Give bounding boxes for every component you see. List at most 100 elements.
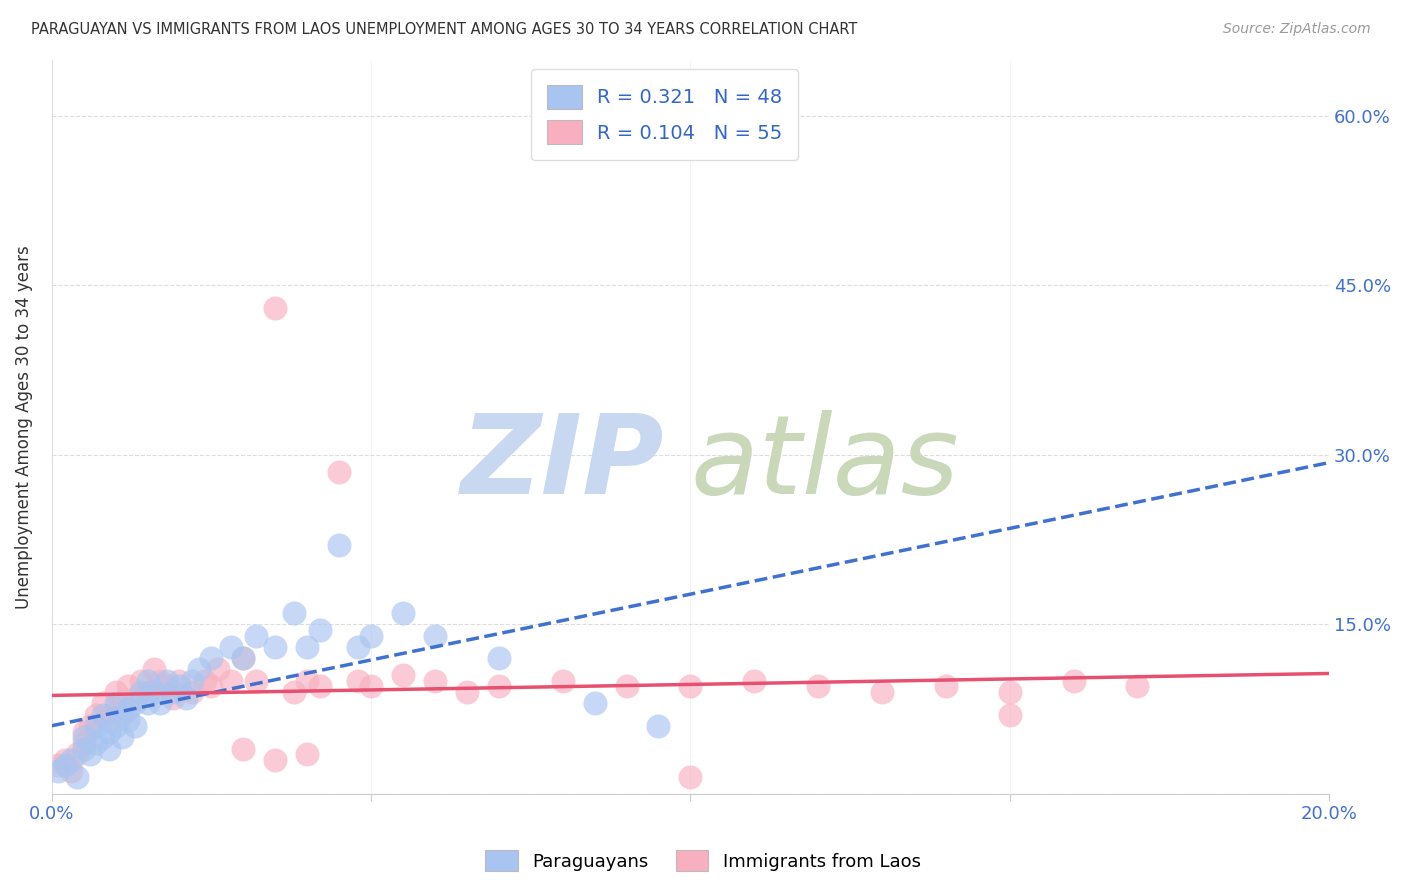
Point [647,719,669,733]
Point [136,673,159,688]
Point [392,606,415,620]
Point [124,696,146,710]
Point [245,629,267,643]
Legend: R = 0.321   N = 48, R = 0.104   N = 55: R = 0.321 N = 48, R = 0.104 N = 55 [531,70,799,160]
Point [232,651,254,665]
Point [111,730,134,744]
Point [117,679,139,693]
Point [187,663,209,677]
Point [98,724,121,739]
Point [295,673,318,688]
Point [129,685,152,699]
Point [73,724,96,739]
Point [309,623,332,637]
Point [1063,673,1085,688]
Point [136,685,159,699]
Text: atlas: atlas [690,409,959,516]
Point [124,719,146,733]
Text: Source: ZipAtlas.com: Source: ZipAtlas.com [1223,22,1371,37]
Point [488,651,510,665]
Point [219,673,242,688]
Point [551,673,574,688]
Point [679,770,702,784]
Text: ZIP: ZIP [461,409,665,516]
Point [245,673,267,688]
Point [423,673,446,688]
Point [870,685,893,699]
Text: PARAGUAYAN VS IMMIGRANTS FROM LAOS UNEMPLOYMENT AMONG AGES 30 TO 34 YEARS CORREL: PARAGUAYAN VS IMMIGRANTS FROM LAOS UNEMP… [31,22,858,37]
Point [200,679,222,693]
Point [156,679,179,693]
Point [583,696,606,710]
Point [98,741,121,756]
Point [232,741,254,756]
Point [347,640,370,654]
Point [423,629,446,643]
Point [98,713,121,727]
Point [200,651,222,665]
Point [91,730,114,744]
Point [149,696,172,710]
Point [232,651,254,665]
Point [129,673,152,688]
Point [111,696,134,710]
Point [79,719,101,733]
Point [998,685,1021,699]
Point [283,685,305,699]
Point [86,736,108,750]
Point [935,679,957,693]
Point [79,747,101,761]
Point [73,730,96,744]
Legend: Paraguayans, Immigrants from Laos: Paraguayans, Immigrants from Laos [478,843,928,879]
Point [1126,679,1149,693]
Point [104,696,127,710]
Point [91,696,114,710]
Point [295,747,318,761]
Point [91,707,114,722]
Point [807,679,830,693]
Point [742,673,765,688]
Point [169,673,191,688]
Point [488,679,510,693]
Point [136,696,159,710]
Point [59,764,82,778]
Point [53,753,76,767]
Point [142,685,165,699]
Point [392,668,415,682]
Point [124,690,146,705]
Point [73,736,96,750]
Point [66,770,89,784]
Point [104,685,127,699]
Point [616,679,638,693]
Point [264,640,287,654]
Point [998,707,1021,722]
Point [181,673,204,688]
Point [309,679,332,693]
Point [679,679,702,693]
Point [73,741,96,756]
Point [181,685,204,699]
Point [328,465,350,479]
Point [117,702,139,716]
Point [86,719,108,733]
Point [46,764,69,778]
Point [360,679,382,693]
Point [59,753,82,767]
Point [219,640,242,654]
Point [264,753,287,767]
Point [149,673,172,688]
Point [86,707,108,722]
Point [53,758,76,772]
Point [456,685,478,699]
Point [162,685,184,699]
Point [111,707,134,722]
Point [328,538,350,552]
Y-axis label: Unemployment Among Ages 30 to 34 years: Unemployment Among Ages 30 to 34 years [15,244,32,608]
Point [360,629,382,643]
Point [283,606,305,620]
Point [117,713,139,727]
Point [142,663,165,677]
Point [207,663,229,677]
Point [347,673,370,688]
Point [104,702,127,716]
